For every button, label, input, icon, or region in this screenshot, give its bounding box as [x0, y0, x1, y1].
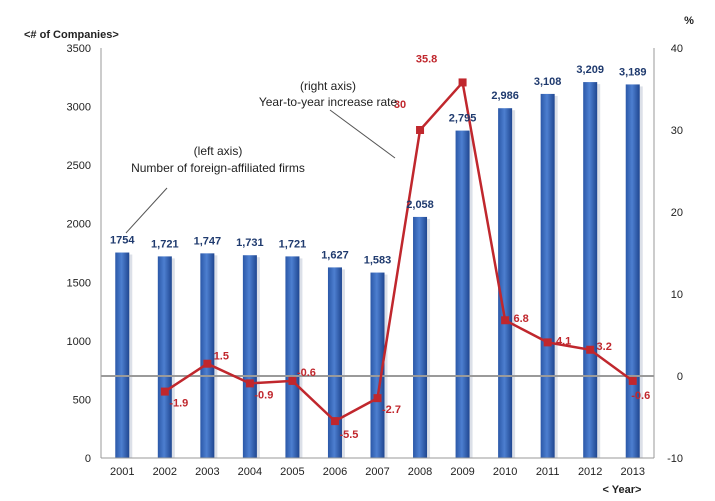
- rate-marker: [501, 316, 510, 325]
- rate-marker: [288, 376, 297, 385]
- axis-lines: [100, 48, 655, 459]
- rate-marker: [543, 338, 552, 347]
- x-tick-label: 2011: [536, 466, 560, 478]
- right-axis-title: %: [684, 15, 694, 27]
- bar-value-label: 1,627: [321, 249, 349, 261]
- rate-value-label: -5.5: [339, 429, 358, 441]
- rate-value-label: 1.5: [214, 351, 229, 363]
- bar: [370, 272, 385, 458]
- bar-value-label: 1,721: [151, 238, 179, 250]
- rate-labels: -1.9 1.5 -0.9 -0.6 -5.5 -2.7 30 35.8 6.8 4.1 3.2 -0…: [169, 53, 650, 441]
- bar-series: [115, 82, 643, 459]
- x-tick-label: 2006: [323, 466, 347, 478]
- bar: [455, 130, 470, 459]
- left-annotation-line: Number of foreign-affiliated firms: [131, 161, 305, 175]
- rate-marker: [628, 376, 637, 385]
- rate-value-label: -0.6: [297, 367, 316, 379]
- x-tick-label: 2002: [153, 466, 177, 478]
- bar-value-label: 3,108: [534, 76, 562, 88]
- left-tick-label: 2000: [67, 219, 91, 231]
- right-annotation-line: (right axis): [300, 79, 356, 93]
- x-tick-label: 2001: [110, 466, 134, 478]
- right-annotation-leader: [329, 109, 396, 159]
- rate-value-label: 6.8: [513, 313, 528, 325]
- rate-line-series: [160, 78, 637, 426]
- annotation-leaders: [125, 109, 396, 234]
- right-tick-label: 10: [671, 289, 683, 301]
- rate-marker: [458, 78, 467, 87]
- bar-value-label: 1754: [110, 235, 135, 247]
- left-tick-label: 3000: [67, 102, 91, 114]
- rate-value-label: 3.2: [597, 341, 612, 353]
- bar: [115, 252, 130, 458]
- bar-value-label: 2,795: [449, 113, 477, 125]
- rate-value-label: 4.1: [556, 335, 571, 347]
- rate-marker: [586, 345, 595, 354]
- x-tick-label: 2009: [450, 466, 474, 478]
- rate-marker: [330, 417, 339, 426]
- rate-marker: [245, 379, 254, 388]
- right-annotation-line: Year-to-year increase rate: [259, 95, 398, 109]
- bar: [285, 256, 300, 458]
- rate-marker: [203, 359, 212, 368]
- rate-value-label: -0.9: [254, 389, 273, 401]
- bar-value-label: 1,747: [194, 235, 222, 247]
- x-tick-label: 2008: [408, 466, 432, 478]
- bar: [327, 267, 342, 458]
- rate-value-label: -0.6: [631, 390, 650, 402]
- rate-value-label: 30: [394, 99, 406, 111]
- left-tick-label: 1500: [67, 277, 91, 289]
- bar: [625, 84, 640, 458]
- bar: [540, 93, 555, 459]
- right-tick-label: 20: [671, 207, 683, 219]
- rate-value-label: -1.9: [169, 398, 188, 410]
- rate-marker: [373, 394, 382, 403]
- bar-value-label: 2,986: [491, 90, 519, 102]
- right-axis: -10 0 10 20 30 40: [667, 43, 683, 465]
- left-tick-label: 2500: [67, 160, 91, 172]
- left-tick-label: 1000: [67, 336, 91, 348]
- rate-value-label: 35.8: [416, 53, 437, 65]
- bar: [583, 82, 598, 459]
- bar: [413, 216, 428, 458]
- x-axis-title: < Year>: [603, 484, 642, 496]
- bar: [498, 108, 513, 458]
- rate-marker: [160, 387, 169, 396]
- x-tick-label: 2004: [238, 466, 262, 478]
- right-tick-label: 40: [671, 43, 683, 55]
- left-annotation-line: (left axis): [194, 144, 243, 158]
- x-tick-label: 2013: [620, 466, 644, 478]
- bar: [200, 253, 215, 458]
- x-tick-label: 2010: [493, 466, 517, 478]
- bar-value-label: 1,583: [364, 255, 392, 267]
- right-tick-label: 30: [671, 125, 683, 137]
- bar-value-label: 3,189: [619, 66, 647, 78]
- right-tick-label: 0: [677, 371, 683, 383]
- rate-value-label: -2.7: [382, 404, 401, 416]
- bar-labels: 1754 1,721 1,747 1,731 1,721 1,627 1,583 2,058 2…: [110, 64, 646, 266]
- rate-marker: [416, 126, 425, 134]
- left-annotation-leader: [125, 187, 168, 234]
- annotations: (left axis) Number of foreign-affiliated …: [131, 79, 397, 175]
- bar: [242, 255, 257, 458]
- x-tick-label: 2005: [280, 466, 304, 478]
- left-tick-label: 0: [85, 453, 91, 465]
- bar-value-label: 1,721: [279, 238, 307, 250]
- left-axis-title: <# of Companies>: [24, 29, 119, 41]
- x-axis: 2001 2002 2003 2004 2005 2006 2007 2008 2009 2010…: [110, 466, 645, 478]
- bar-value-label: 2,058: [406, 199, 434, 211]
- x-tick-label: 2003: [195, 466, 219, 478]
- bar: [157, 256, 172, 458]
- left-tick-label: 500: [73, 394, 91, 406]
- right-tick-label: -10: [667, 453, 683, 465]
- bar-value-label: 1,731: [236, 237, 264, 249]
- bar-value-label: 3,209: [576, 64, 604, 76]
- left-tick-label: 3500: [67, 43, 91, 55]
- left-axis: 0 500 1000 1500 2000 2500 3000 3500: [67, 43, 91, 465]
- x-tick-label: 2012: [578, 466, 602, 478]
- x-tick-label: 2007: [365, 466, 389, 478]
- rate-line: [164, 79, 634, 423]
